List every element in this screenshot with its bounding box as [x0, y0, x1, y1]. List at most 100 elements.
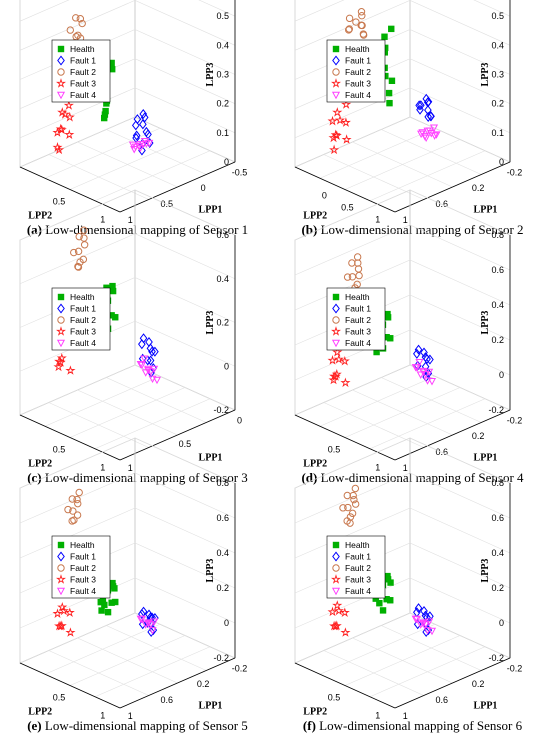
data-point [75, 232, 83, 241]
data-point [424, 111, 433, 122]
y-tick-label: 1 [100, 214, 105, 224]
gridline [19, 87, 236, 139]
data-point [349, 491, 357, 500]
data-point [64, 112, 75, 122]
data-point [53, 361, 64, 372]
chart-panel-c: -0.2 0 0.2 0.4 0.6 1 0.5 0 1 0.5 LPP1 LPP2 LPP3 Healt… [0, 189, 275, 495]
data-point [386, 99, 393, 107]
scatter3d-plot: 00.10.20.30.40.50.610.50-0.510.5LPP1LPP2… [19, 0, 247, 225]
data-point [103, 100, 110, 107]
data-point [381, 33, 388, 40]
data-point [355, 271, 363, 280]
data-point [144, 365, 153, 374]
z-tick-label: 0 [224, 618, 229, 628]
data-point [419, 367, 428, 376]
legend-marker [331, 326, 341, 336]
series-fault-4 [136, 615, 159, 635]
legend-marker [332, 68, 340, 76]
data-point [109, 282, 116, 290]
data-point [415, 358, 424, 367]
data-point [132, 130, 141, 141]
z-tick-label: 0.4 [216, 548, 229, 558]
data-point [131, 120, 140, 131]
series-fault-1 [131, 108, 154, 156]
z-tick-label: 0.4 [216, 274, 229, 284]
data-point [384, 310, 391, 318]
gridline [19, 0, 236, 22]
data-point [80, 226, 88, 234]
legend-entry: Fault 3 [345, 79, 371, 89]
data-point [328, 132, 339, 143]
y-tick-label: 0.5 [341, 202, 354, 212]
gridline [294, 0, 511, 51]
data-point [387, 335, 394, 342]
gridline [381, 625, 482, 671]
scatter3d-plot: -0.200.20.40.60.810.60.2-0.210.5LPP1LPP2… [294, 189, 522, 473]
data-point [101, 111, 109, 118]
data-point [152, 376, 162, 385]
y-axis-line [294, 662, 396, 709]
data-point [327, 115, 338, 126]
x-axis-label: LPP1 [199, 204, 223, 215]
figure-caption: (e) Low-dimensional mapping of Sensor 5 [27, 718, 248, 733]
legend-marker [57, 541, 65, 549]
data-point [411, 615, 420, 624]
z-tick-label: 0.1 [491, 128, 504, 138]
data-point [150, 618, 159, 626]
z-axis-label: LPP3 [480, 311, 491, 335]
gridline [44, 375, 161, 427]
data-point [341, 99, 352, 109]
data-point [419, 619, 428, 627]
y-axis-line [294, 414, 396, 461]
data-point [72, 14, 80, 22]
x-tick-label: 0 [237, 415, 242, 425]
legend-entry: Fault 3 [70, 327, 96, 337]
y-tick-label: 0.5 [328, 692, 341, 702]
data-point [350, 495, 358, 504]
z-tick-label: -0.2 [213, 653, 229, 663]
legend-marker [331, 587, 341, 596]
data-point [423, 353, 431, 365]
x-axis-line [394, 657, 511, 709]
legend-entry: Fault 2 [345, 315, 371, 325]
data-point [417, 130, 426, 139]
series-fault-3 [327, 600, 351, 637]
gridline [69, 387, 186, 438]
series-fault-1 [415, 93, 435, 122]
legend-marker [57, 564, 65, 572]
legend-marker [57, 316, 65, 324]
gridline [19, 612, 236, 664]
z-tick-label: 0.8 [216, 478, 229, 488]
gridline [381, 129, 482, 175]
x-axis-line [119, 657, 236, 709]
data-point [357, 8, 366, 16]
z-axis-label: LPP3 [205, 559, 216, 583]
data-point [358, 11, 366, 20]
gridline [294, 116, 511, 168]
z-tick-label: 0.4 [491, 300, 504, 310]
legend-marker [331, 339, 341, 348]
figure-caption: (b) Low-dimensional mapping of Sensor 2 [301, 222, 524, 237]
chart-panel-d: -0.2 0 0.2 0.4 0.6 0.8 1 0.6 0.2 -0.2 1 0.5 LPP1 LPP2… [275, 189, 550, 495]
legend-marker [332, 551, 340, 562]
gridline [106, 129, 207, 175]
data-point [382, 72, 389, 80]
gridline [344, 139, 461, 190]
data-point [384, 572, 391, 580]
data-point [146, 368, 155, 376]
legend-entry: Fault 3 [70, 575, 96, 585]
z-tick-label: 0 [499, 157, 504, 167]
axes-box [294, 189, 511, 461]
gridline [294, 329, 511, 381]
data-point [425, 618, 434, 626]
data-point [328, 374, 339, 385]
z-tick-label: 0.1 [216, 128, 229, 138]
legend-marker [331, 91, 341, 100]
x-tick-label: 0.6 [435, 695, 448, 705]
data-point [332, 347, 343, 357]
data-point [76, 258, 84, 266]
gridline [19, 116, 236, 168]
x-tick-label: 1 [403, 711, 408, 721]
data-point [109, 65, 116, 73]
